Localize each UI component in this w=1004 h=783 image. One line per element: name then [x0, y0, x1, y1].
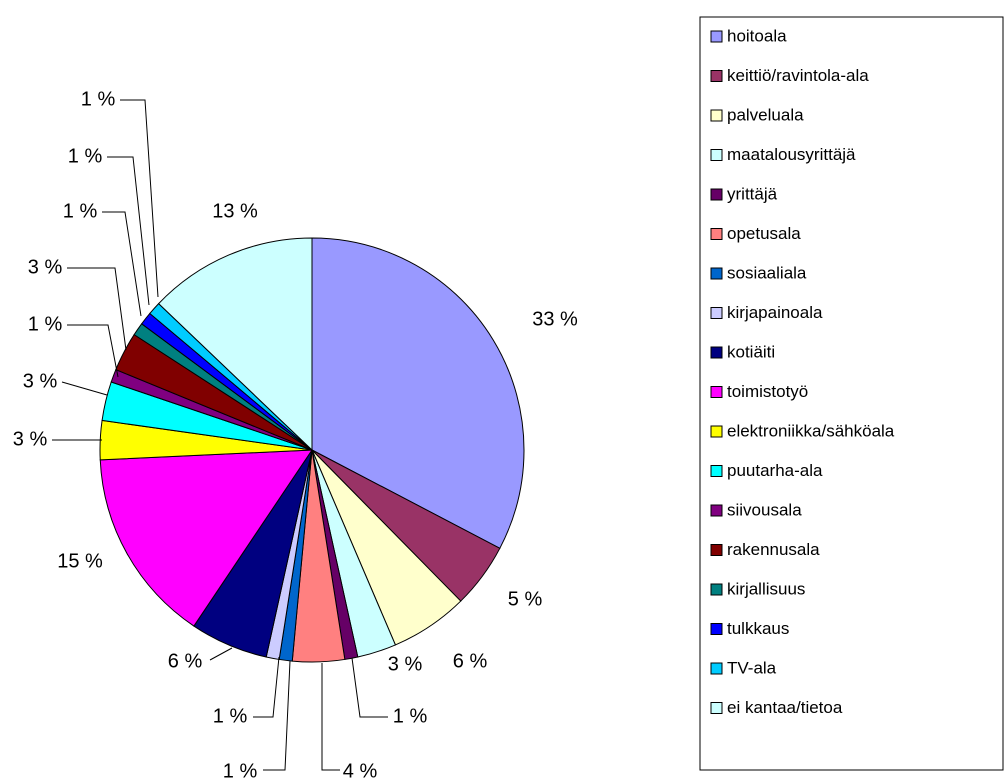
legend-swatch	[710, 307, 723, 319]
pie-slice	[311, 237, 525, 549]
data-label: 5 %	[508, 588, 543, 610]
leader-line	[67, 324, 119, 378]
legend-swatch	[710, 623, 723, 635]
leader-line	[120, 99, 159, 298]
pie-slice	[99, 449, 313, 627]
legend-label: ei kantaa/tietoa	[727, 698, 843, 717]
legend-label: yrittäjä	[727, 184, 778, 203]
legend-swatch	[710, 346, 723, 359]
data-label: 1 %	[213, 705, 248, 727]
data-label: 1 %	[68, 145, 103, 167]
leader-line	[321, 663, 340, 771]
data-label: 1 %	[28, 313, 63, 335]
data-label: 1 %	[223, 760, 258, 782]
data-label: 4 %	[343, 760, 378, 782]
legend-swatch	[710, 30, 723, 43]
data-label: 13 %	[212, 200, 258, 222]
data-label: 15 %	[57, 550, 103, 572]
legend-label: tulkkaus	[727, 619, 789, 638]
legend-swatch	[710, 149, 723, 161]
legend-swatch	[710, 228, 723, 240]
legend-label: puutarha-ala	[727, 461, 823, 480]
legend-swatch	[710, 425, 723, 438]
legend-box	[699, 16, 1004, 771]
data-label: 3 %	[28, 256, 63, 278]
data-label: 3 %	[13, 428, 48, 450]
data-label: 33 %	[532, 308, 578, 330]
legend-label: palveluala	[727, 105, 804, 124]
legend-swatch	[710, 109, 723, 122]
legend-label: opetusala	[727, 224, 801, 243]
legend-swatch	[710, 544, 723, 556]
legend-swatch	[710, 386, 723, 398]
legend-label: kirjallisuus	[727, 579, 805, 598]
legend-label: keittiö/ravintola-ala	[727, 66, 869, 85]
legend-label: maatalousyrittäjä	[727, 145, 856, 164]
data-label: 3 %	[23, 370, 58, 392]
legend-label: kotiäiti	[727, 342, 775, 361]
leader-line	[102, 211, 142, 317]
legend-label: rakennusala	[727, 540, 820, 559]
legend-swatch	[710, 662, 723, 675]
data-label: 1 %	[81, 88, 116, 110]
legend-swatch	[710, 504, 723, 517]
legend-swatch	[710, 70, 723, 82]
legend-label: siivousala	[727, 500, 802, 519]
data-label: 1 %	[393, 705, 428, 727]
legend-swatch	[710, 465, 723, 477]
legend-swatch	[710, 702, 723, 714]
leader-line	[67, 267, 127, 351]
pie-slice	[157, 237, 313, 452]
legend-label: sosiaaliala	[727, 263, 807, 282]
legend-swatch	[710, 267, 723, 280]
legend-swatch	[710, 583, 723, 596]
leader-line	[61, 381, 108, 396]
data-label: 6 %	[168, 650, 203, 672]
data-label: 3 %	[388, 653, 423, 675]
legend-label: toimistotyö	[727, 382, 808, 401]
legend-swatch	[710, 188, 723, 201]
legend-label: hoitoala	[727, 26, 787, 45]
leader-line	[107, 156, 150, 306]
leader-line	[209, 647, 233, 661]
leader-line	[263, 660, 291, 771]
leader-line	[253, 656, 280, 718]
data-label: 1 %	[63, 200, 98, 222]
data-label: 6 %	[453, 650, 488, 672]
legend-label: TV-ala	[727, 658, 777, 677]
leader-line	[351, 657, 388, 718]
legend-label: elektroniikka/sähköala	[727, 421, 895, 440]
legend-label: kirjapainoala	[727, 303, 823, 322]
